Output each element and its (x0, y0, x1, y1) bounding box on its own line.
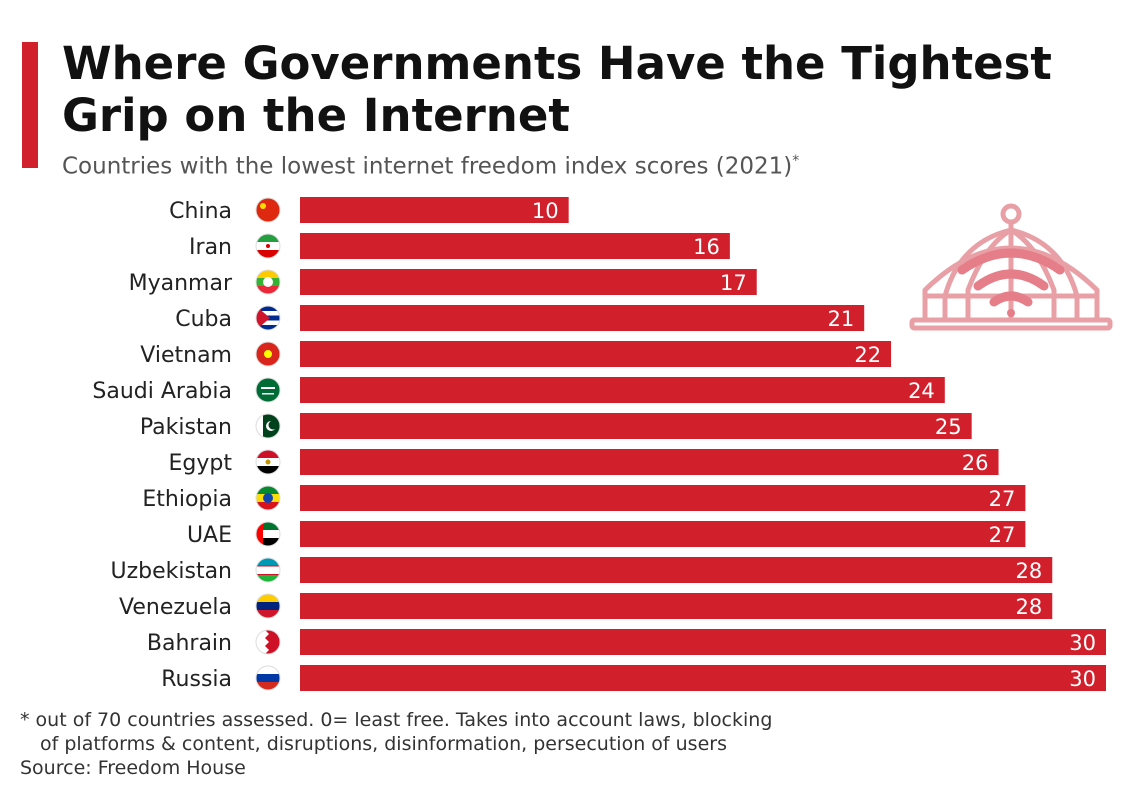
bahrain-flag-icon (256, 630, 280, 654)
bar (300, 377, 945, 403)
category-label: Uzbekistan (110, 559, 232, 584)
data-label: 21 (827, 307, 854, 331)
vietnam-flag-icon (256, 342, 280, 366)
footnote-line-1: * out of 70 countries assessed. 0= least… (20, 709, 773, 731)
data-label: 30 (1069, 667, 1096, 691)
category-label: Saudi Arabia (92, 379, 232, 404)
uae-flag-icon (256, 522, 280, 546)
bar (300, 269, 757, 295)
bar (300, 485, 1026, 511)
chart-subtitle: Countries with the lowest internet freed… (62, 144, 1122, 184)
flag-outline (255, 305, 281, 331)
data-label: 17 (720, 271, 747, 295)
flag-outline (255, 629, 281, 655)
flag-outline (255, 521, 281, 547)
category-label: Bahrain (147, 631, 232, 656)
category-label: UAE (187, 523, 232, 548)
data-label: 24 (908, 379, 935, 403)
pakistan-flag-icon (256, 414, 280, 438)
flag-outline (255, 557, 281, 583)
data-label: 10 (532, 199, 559, 223)
category-label: Vietnam (140, 343, 232, 368)
flag-outline (255, 269, 281, 295)
birdcage-wifi-icon (909, 203, 1113, 331)
footnote: * out of 70 countries assessed. 0= least… (20, 708, 1120, 780)
flag-outline (255, 413, 281, 439)
data-label: 22 (854, 343, 881, 367)
bar-chart: China 10 Iran 16 Myanmar 17 Cuba 21 Vietnam 22 Sau… (92, 197, 1113, 692)
data-label: 30 (1069, 631, 1096, 655)
flag-outline (255, 197, 281, 223)
chart-title: Where Governments Have the Tightest Grip… (62, 37, 1052, 142)
category-label: Iran (189, 235, 232, 260)
bar (300, 305, 865, 331)
category-label: Egypt (169, 451, 233, 476)
china-flag-icon (256, 198, 280, 222)
bar (300, 413, 972, 439)
myanmar-flag-icon (256, 270, 280, 294)
uzbekistan-flag-icon (256, 558, 280, 582)
bar (300, 233, 730, 259)
venezuela-flag-icon (256, 594, 280, 618)
data-label: 27 (989, 487, 1016, 511)
category-label: Venezuela (119, 595, 232, 620)
category-label: Ethiopia (142, 487, 232, 512)
iran-flag-icon (256, 234, 280, 258)
flag-outline (255, 341, 281, 367)
data-label: 25 (935, 415, 962, 439)
bar (300, 197, 569, 223)
data-label: 16 (693, 235, 720, 259)
flag-outline (255, 233, 281, 259)
cuba-flag-icon (256, 306, 280, 330)
saudi-arabia-flag-icon (256, 378, 280, 402)
data-label: 28 (1016, 559, 1043, 583)
flag-outline (255, 665, 281, 691)
flag-outline (255, 593, 281, 619)
category-label: Russia (161, 667, 232, 692)
data-label: 28 (1016, 595, 1043, 619)
bar (300, 449, 999, 475)
subtitle-text: Countries with the lowest internet freed… (62, 153, 793, 180)
source-note: Source: Freedom House (20, 757, 246, 779)
bar (300, 521, 1026, 547)
flag-outline (255, 449, 281, 475)
bar (300, 665, 1106, 691)
data-label: 26 (962, 451, 989, 475)
subtitle-footnote-marker: * (792, 153, 800, 169)
footnote-line-2: of platforms & content, disruptions, dis… (40, 733, 727, 755)
category-label: Pakistan (140, 415, 232, 440)
bar (300, 629, 1106, 655)
flag-outline (255, 377, 281, 403)
bar (300, 557, 1053, 583)
accent-bar (22, 42, 38, 168)
egypt-flag-icon (256, 450, 280, 474)
flag-outline (255, 485, 281, 511)
category-label: China (169, 199, 232, 224)
data-label: 27 (989, 523, 1016, 547)
category-label: Cuba (175, 307, 232, 332)
bar (300, 341, 892, 367)
russia-flag-icon (256, 666, 280, 690)
bar (300, 593, 1053, 619)
category-label: Myanmar (129, 271, 233, 296)
ethiopia-flag-icon (256, 486, 280, 510)
